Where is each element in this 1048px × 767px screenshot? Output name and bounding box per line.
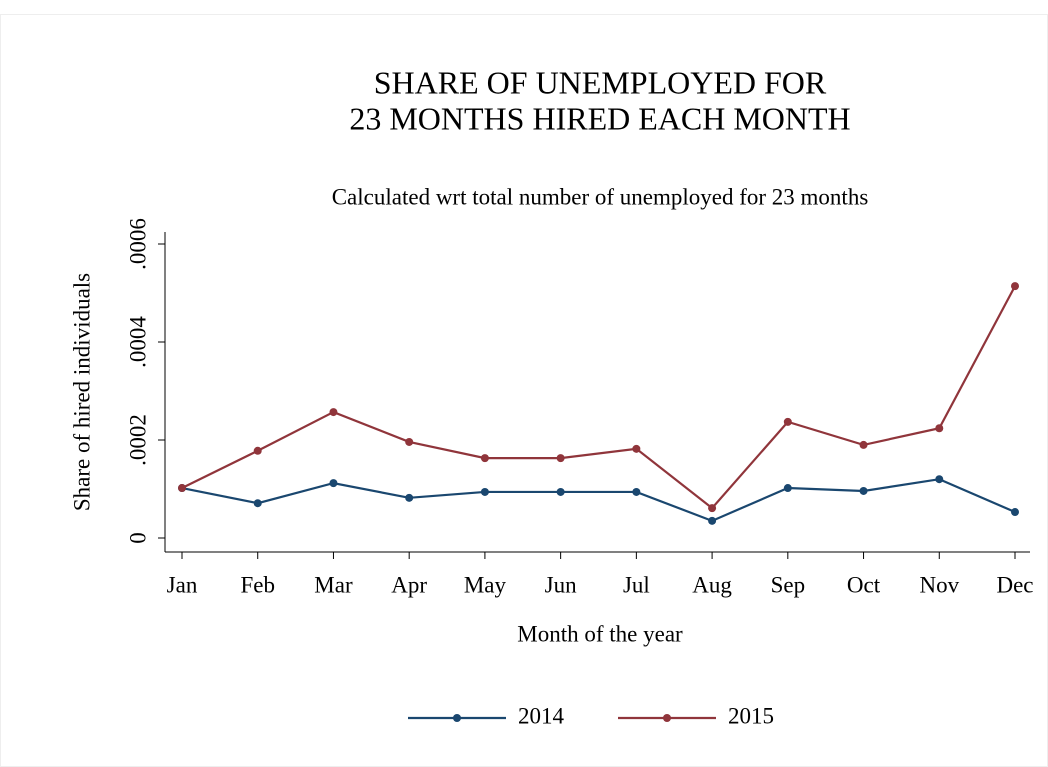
legend-label: 2015 — [728, 703, 774, 728]
chart-title: SHARE OF UNEMPLOYED FOR — [374, 64, 827, 100]
x-tick-label: Feb — [240, 572, 275, 597]
x-axis-label: Month of the year — [517, 621, 683, 646]
point — [935, 424, 944, 433]
x-tick-label: Oct — [847, 572, 881, 597]
point — [329, 479, 338, 488]
series-line — [181, 285, 1016, 510]
x-tick-label: Jul — [623, 572, 650, 597]
point — [405, 493, 414, 502]
point — [859, 440, 868, 449]
x-tick-label: Apr — [391, 572, 427, 597]
x-tick-label: Aug — [692, 572, 732, 597]
point — [556, 487, 565, 496]
x-tick-label: Jan — [167, 572, 198, 597]
y-tick-label: .0002 — [125, 414, 150, 466]
legend-marker — [453, 714, 461, 722]
y-axis-label: Share of hired individuals — [69, 273, 94, 511]
legend-marker — [663, 714, 671, 722]
point — [1011, 508, 1019, 517]
chart-frame — [0, 14, 1048, 767]
x-tick-label: Sep — [771, 572, 806, 597]
point — [935, 475, 944, 484]
point — [859, 486, 868, 495]
point — [632, 444, 641, 453]
point — [480, 487, 489, 496]
point — [783, 484, 792, 493]
point — [708, 504, 717, 513]
y-tick-label: .0004 — [125, 316, 150, 368]
x-tick-label: Jun — [545, 572, 577, 597]
point — [405, 437, 414, 446]
point — [480, 454, 489, 463]
point — [783, 417, 792, 426]
point — [1011, 282, 1019, 291]
legend-label: 2014 — [518, 703, 565, 728]
chart-title: 23 MONTHS HIRED EACH MONTH — [349, 100, 850, 136]
y-tick-label: 0 — [125, 532, 150, 544]
series-line — [181, 478, 1016, 523]
point — [253, 446, 262, 455]
x-tick-label: Nov — [919, 572, 959, 597]
y-tick-label: .0006 — [125, 218, 150, 270]
point — [708, 516, 717, 525]
point — [556, 454, 565, 463]
x-tick-label: Dec — [996, 572, 1033, 597]
x-tick-label: May — [464, 572, 507, 597]
point — [329, 408, 338, 417]
point — [632, 487, 641, 496]
x-tick-label: Mar — [314, 572, 353, 597]
chart-subtitle: Calculated wrt total number of unemploye… — [332, 184, 869, 209]
point — [253, 499, 262, 508]
point — [178, 484, 186, 493]
